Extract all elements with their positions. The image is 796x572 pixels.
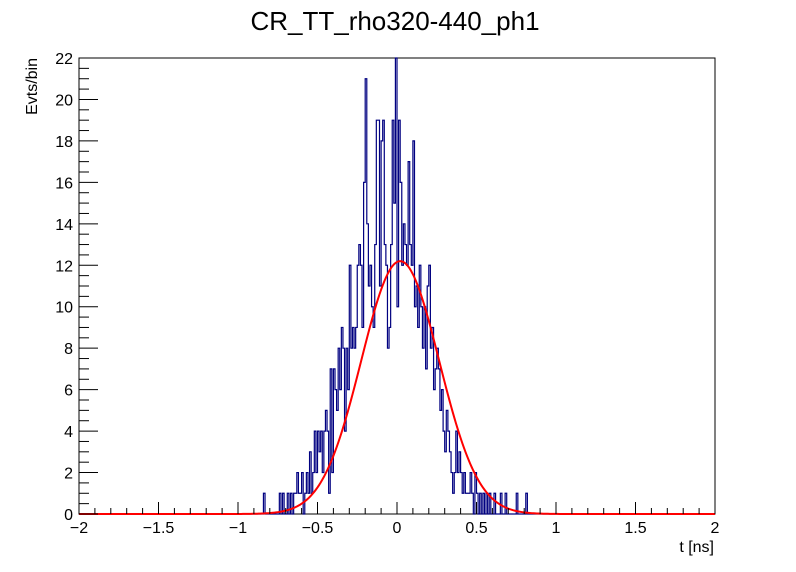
x-tick-label: −0.5 xyxy=(302,520,334,537)
chart-title: CR_TT_rho320-440_ph1 xyxy=(250,6,539,36)
y-tick-label: 16 xyxy=(55,175,73,192)
x-tick-label: −1.5 xyxy=(143,520,175,537)
y-tick-label: 22 xyxy=(55,51,73,68)
y-tick-label: 8 xyxy=(64,341,73,358)
x-tick-label: 1 xyxy=(552,520,561,537)
y-tick-label: 4 xyxy=(64,424,73,441)
y-axis-label: Evts/bin xyxy=(24,58,41,115)
x-tick-label: 2 xyxy=(711,520,720,537)
y-tick-label: 20 xyxy=(55,92,73,109)
y-tick-label: 12 xyxy=(55,258,73,275)
x-tick-label: 0.5 xyxy=(465,520,487,537)
y-tick-label: 2 xyxy=(64,466,73,483)
y-tick-label: 6 xyxy=(64,383,73,400)
x-tick-label: 1.5 xyxy=(624,520,646,537)
x-axis-label: t [ns] xyxy=(679,539,714,556)
y-tick-label: 18 xyxy=(55,134,73,151)
x-tick-label: −1 xyxy=(229,520,247,537)
gaussian-fit-line xyxy=(79,260,715,515)
y-tick-label: 0 xyxy=(64,507,73,524)
histogram-series xyxy=(79,57,715,515)
x-tick-label: −2 xyxy=(70,520,88,537)
y-tick-label: 14 xyxy=(55,217,73,234)
y-tick-label: 10 xyxy=(55,300,73,317)
x-tick-label: 0 xyxy=(393,520,402,537)
